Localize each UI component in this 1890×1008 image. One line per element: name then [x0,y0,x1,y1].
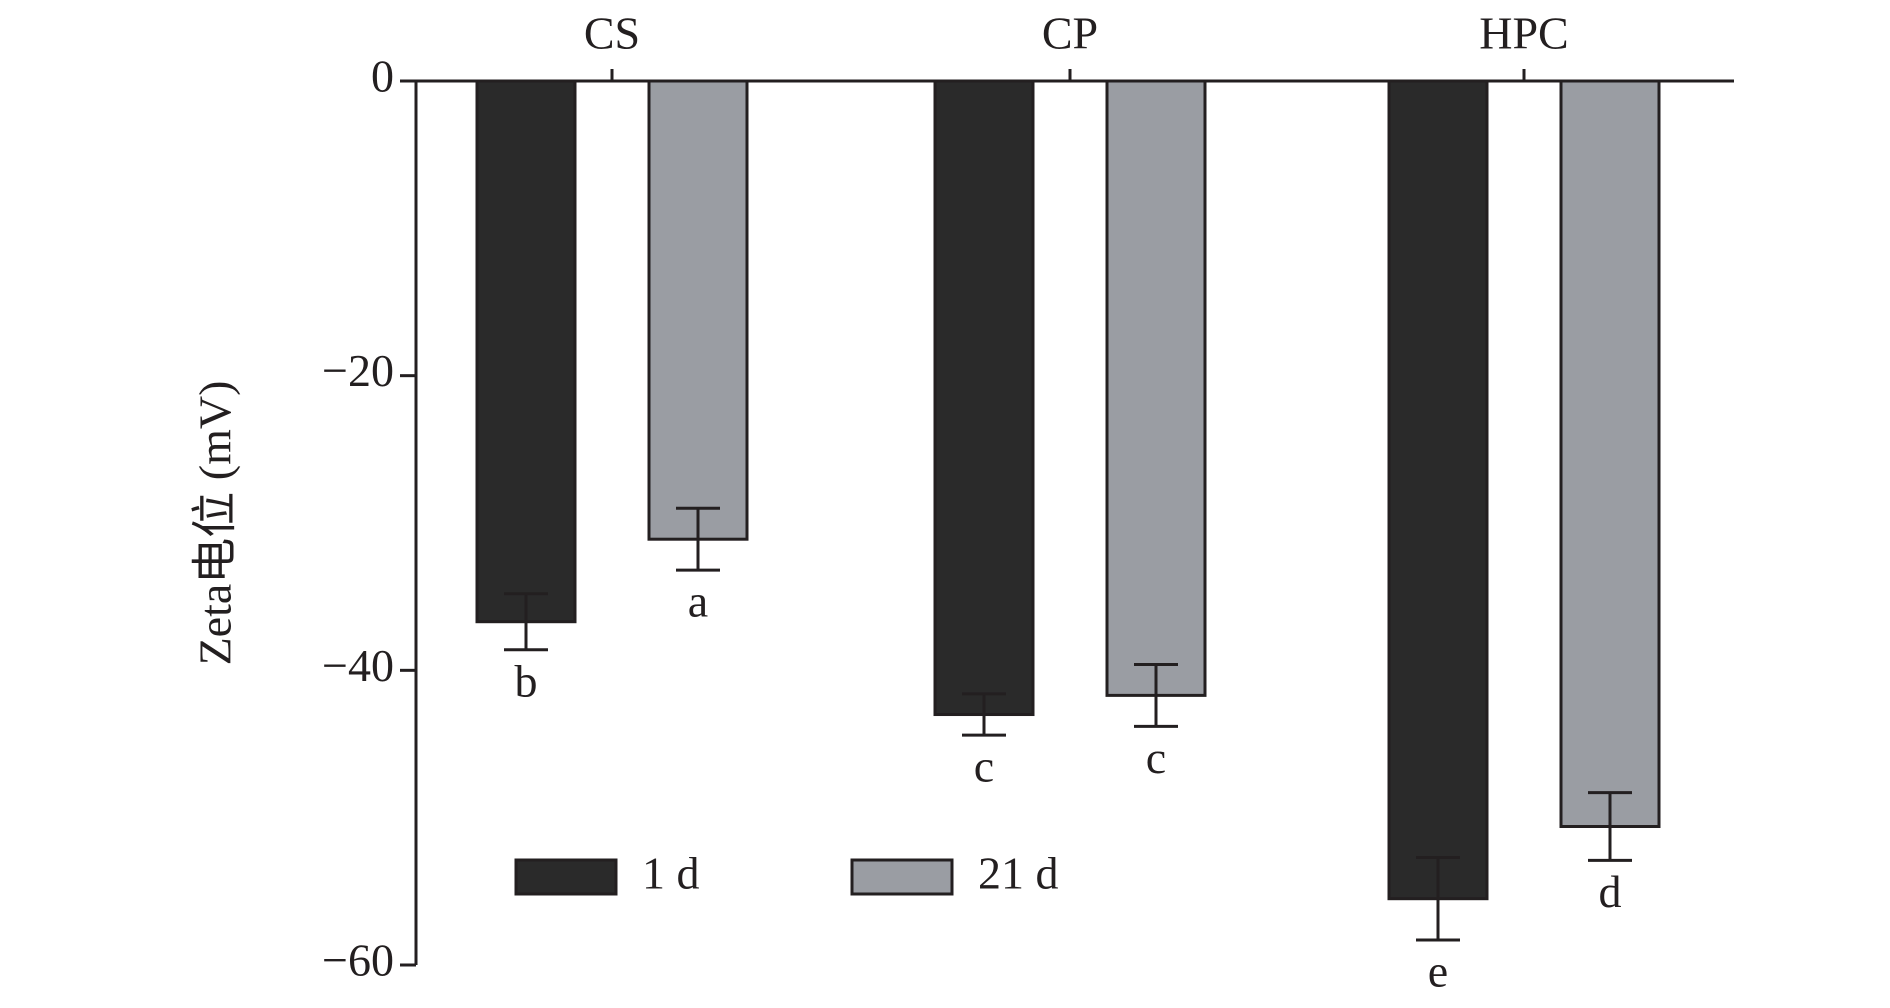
bar [1387,79,1489,901]
legend-label: 21 d [978,848,1059,899]
y-axis-label: Zeta电位 (mV) [190,381,241,666]
y-tick-label: −60 [322,935,394,986]
legend-swatch [850,858,954,896]
significance-letter: c [974,741,994,792]
bar [1559,79,1661,829]
category-label: CS [584,8,640,59]
legend-swatch [514,858,618,896]
y-tick-label: 0 [371,51,394,102]
significance-letter: c [1146,732,1166,783]
bar [475,79,577,624]
y-tick-label: −40 [322,640,394,691]
bar [933,79,1035,717]
category-label: HPC [1479,8,1568,59]
significance-letter: d [1599,866,1622,917]
legend-label: 1 d [642,848,700,899]
bar [647,79,749,541]
bar [1105,79,1207,697]
significance-letter: a [688,576,708,627]
significance-letter: e [1428,946,1448,997]
significance-letter: b [515,655,538,706]
y-tick-label: −20 [322,345,394,396]
category-label: CP [1042,8,1098,59]
